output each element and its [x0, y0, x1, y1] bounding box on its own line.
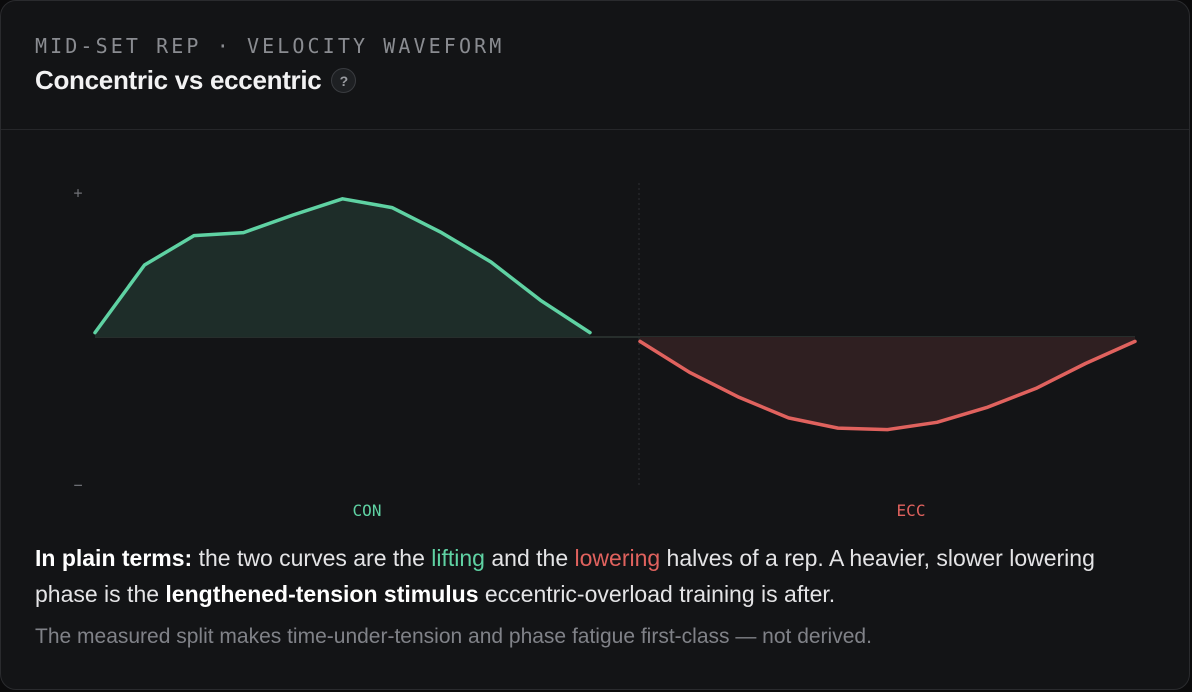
plain-terms-explanation: In plain terms: the two curves are the l… [35, 540, 1155, 612]
con-phase-label: CON [353, 501, 382, 520]
lowering-term: lowering [574, 545, 661, 571]
stimulus-term: lengthened-tension stimulus [165, 581, 479, 607]
title-row: Concentric vs eccentric ? [35, 65, 357, 96]
explanation-text-4: eccentric-overload training is after. [478, 581, 836, 607]
explanation-text-1: the two curves are the [192, 545, 432, 571]
card-header: MID-SET REP · VELOCITY WAVEFORM Concentr… [1, 1, 1189, 130]
eyebrow-label: MID-SET REP · VELOCITY WAVEFORM [35, 34, 505, 58]
explanation-text-3: halves of a rep. A heavier, slower lower… [35, 545, 1095, 607]
card-title: Concentric vs eccentric [35, 65, 322, 95]
velocity-waveform-chart: + − CON ECC [73, 183, 1137, 520]
lifting-term: lifting [431, 545, 485, 571]
ecc-series-line [638, 339, 1137, 432]
con-series-line [93, 197, 592, 335]
ecc-phase-label: ECC [897, 501, 926, 520]
con-area-fill [95, 198, 590, 337]
explanation-text-2: and the [484, 545, 575, 571]
y-axis-minus-label: − [73, 476, 82, 494]
y-axis-plus-label: + [73, 184, 82, 202]
help-icon[interactable]: ? [331, 68, 357, 93]
plain-terms-lead: In plain terms: [35, 545, 193, 571]
footnote: The measured split makes time-under-tens… [35, 625, 872, 648]
